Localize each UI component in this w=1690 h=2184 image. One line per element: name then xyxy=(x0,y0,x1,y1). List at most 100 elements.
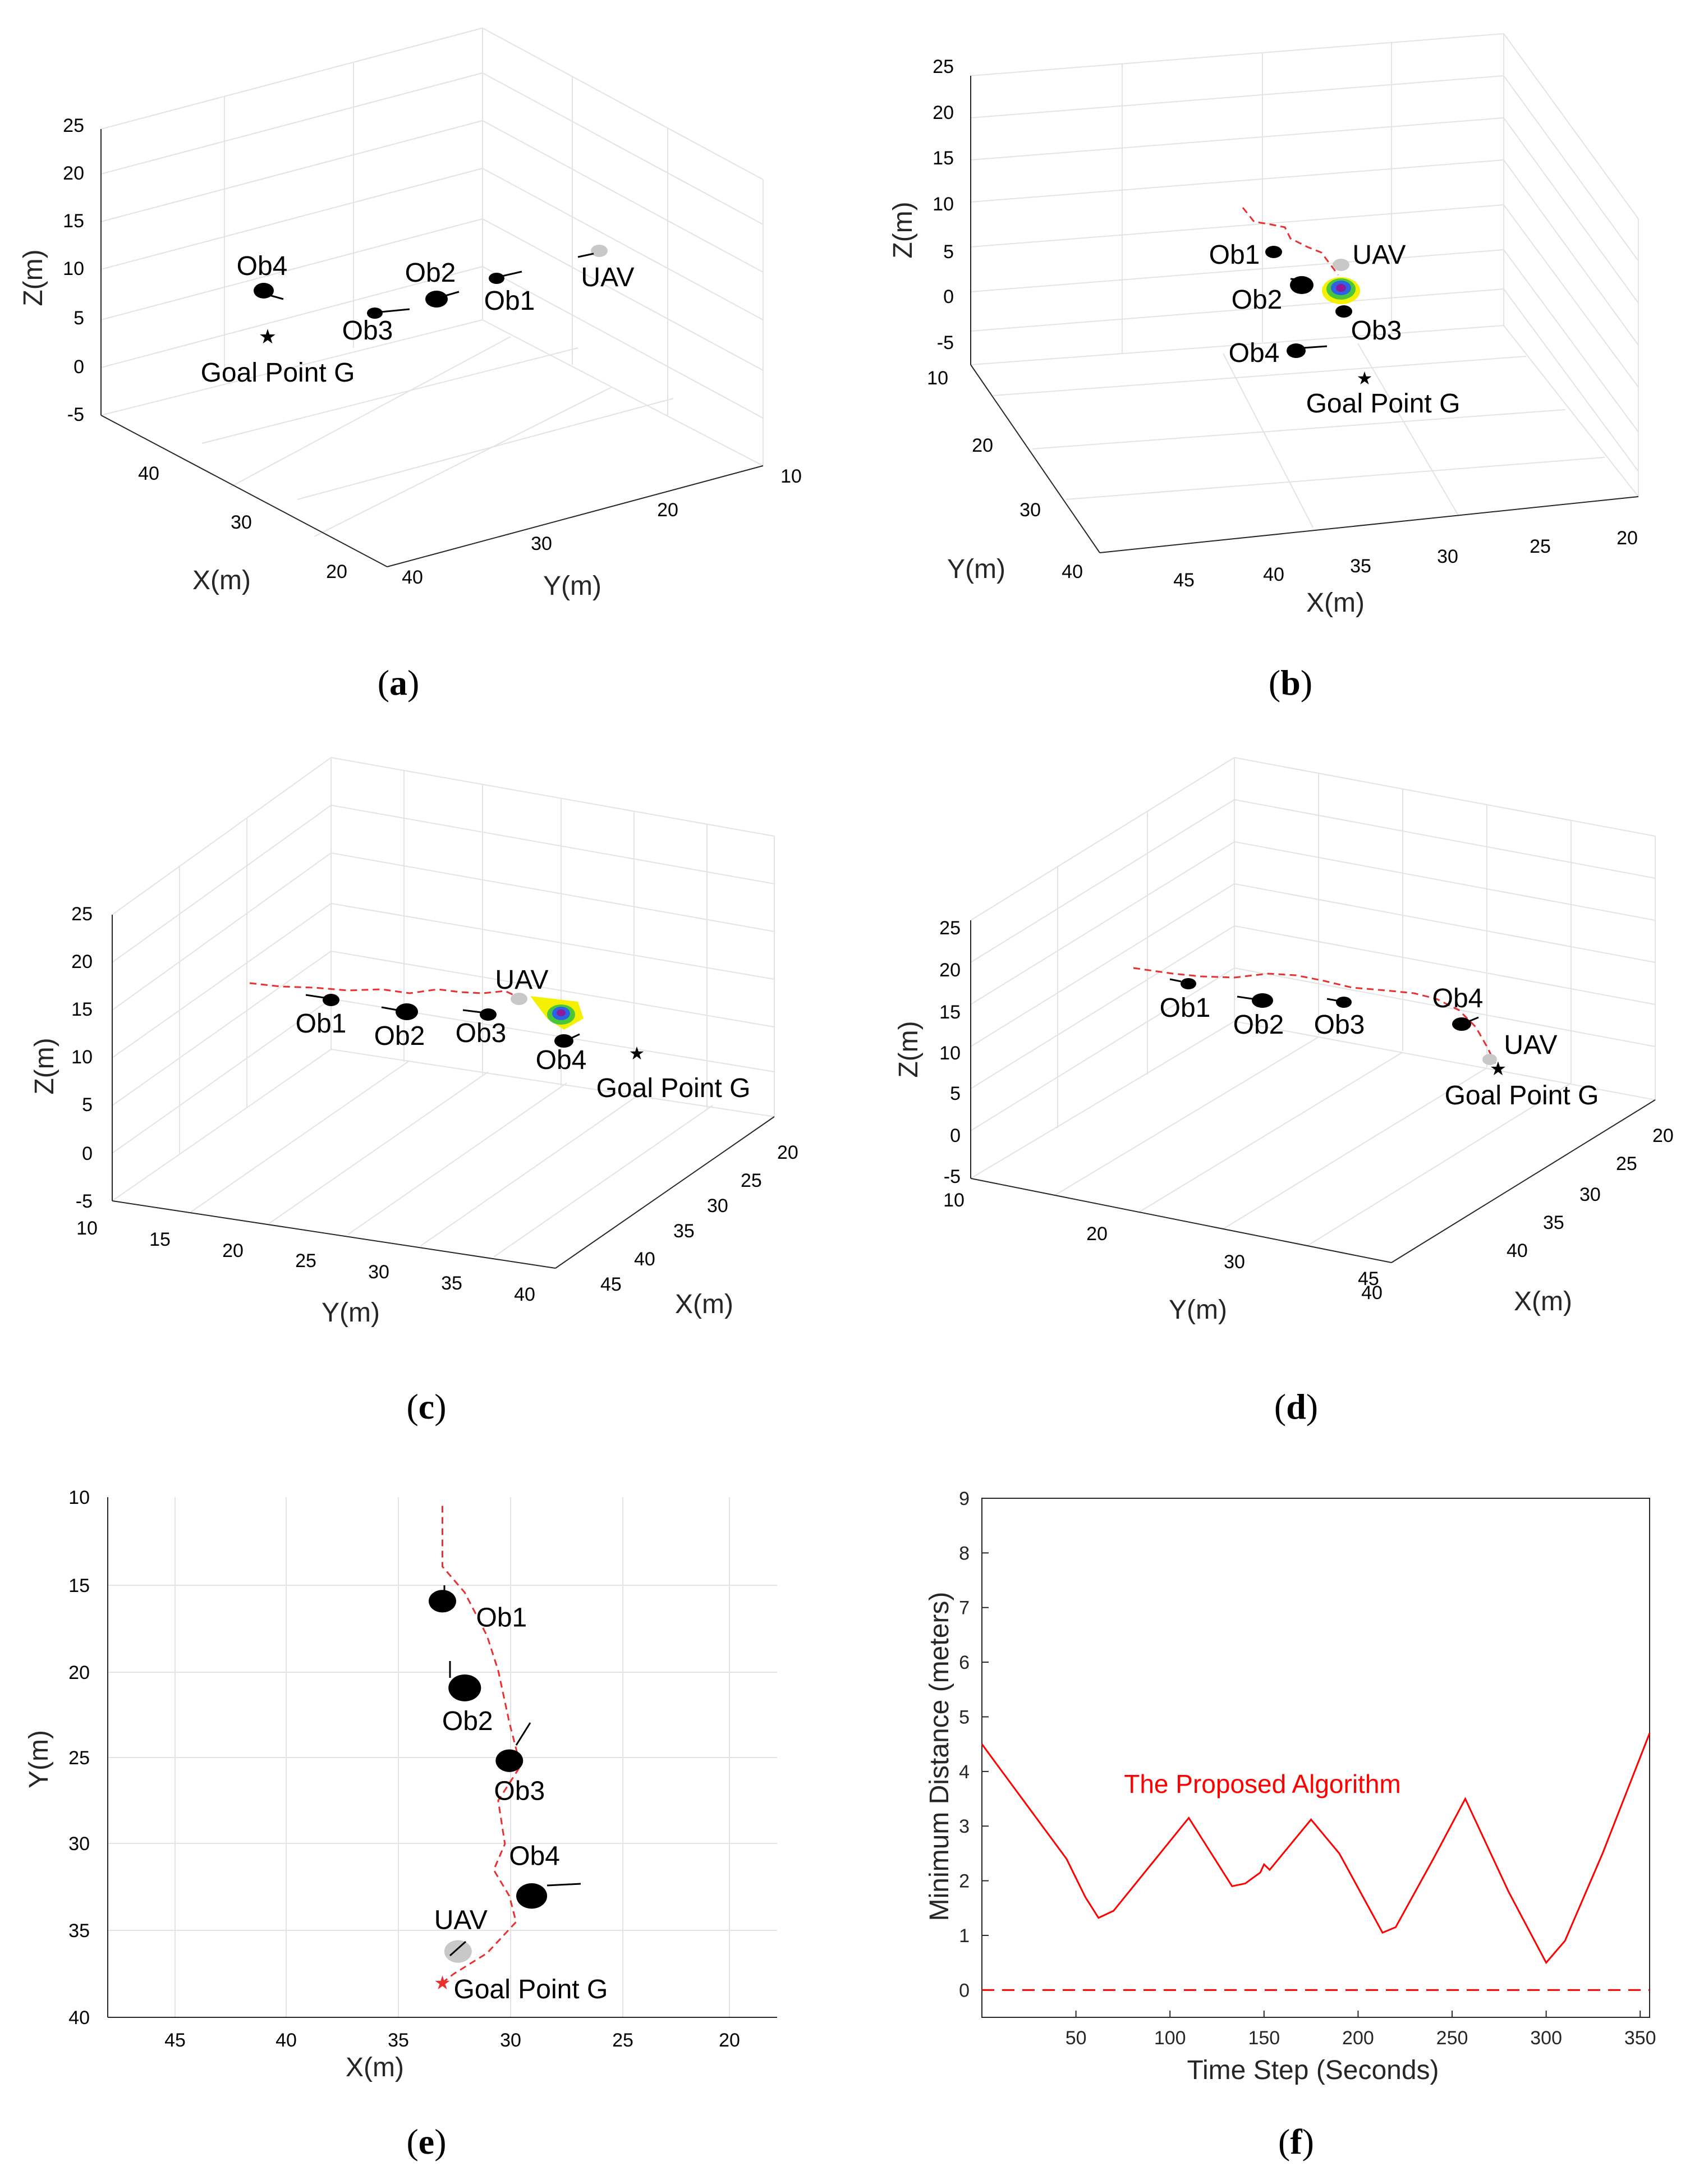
tick: 5 xyxy=(950,1083,961,1104)
tick: 15 xyxy=(68,1575,90,1596)
panel-e-y-ticks: 10 15 20 25 30 35 40 xyxy=(68,1487,90,2029)
ob3-label: Ob3 xyxy=(494,1777,545,1806)
panel-f-plot xyxy=(981,1733,1651,1991)
ob3-marker xyxy=(1335,305,1352,318)
ob4-label: Ob4 xyxy=(509,1842,560,1871)
y-tick-label: 4 xyxy=(959,1761,970,1783)
velocity-arrow xyxy=(1326,998,1337,1002)
tick: -5 xyxy=(944,1166,961,1187)
uav-label: UAV xyxy=(495,965,548,995)
tick: 25 xyxy=(63,115,84,136)
tick: 30 xyxy=(1579,1184,1601,1205)
velocity-arrow xyxy=(1169,978,1182,983)
goal-star: ★ xyxy=(259,325,277,348)
tick: 35 xyxy=(673,1221,695,1242)
goal-label: Goal Point G xyxy=(1445,1081,1599,1111)
ob2-marker xyxy=(425,291,448,308)
panel-d: 25 20 15 10 5 0 -5 20 25 30 35 40 45 10 … xyxy=(894,757,1674,1325)
tick: 40 xyxy=(68,2007,90,2029)
panel-d-axes xyxy=(970,920,1656,1263)
uav-label: UAV xyxy=(1504,1030,1557,1060)
ob1-marker xyxy=(489,273,504,284)
tick: 20 xyxy=(1086,1223,1108,1245)
tick: 30 xyxy=(500,2030,521,2051)
y-tick-label: 3 xyxy=(959,1816,970,1837)
tick: 30 xyxy=(531,533,552,554)
y-tick-label: 0 xyxy=(959,1980,970,2001)
panel-b-zlabel: Z(m) xyxy=(888,201,918,258)
tick: 20 xyxy=(657,499,678,521)
tick: 20 xyxy=(972,435,993,456)
tick: 10 xyxy=(927,368,948,389)
panel-b-xlabel: X(m) xyxy=(1306,588,1365,618)
ob3-label: Ob3 xyxy=(1314,1010,1365,1040)
panel-c-zlabel: Z(m) xyxy=(30,1038,59,1094)
panel-c-xlabel: X(m) xyxy=(675,1290,733,1319)
tick: 20 xyxy=(1652,1125,1674,1146)
panel-f-ticks: 50 100 150 200 250 300 350 0 1 2 3 4 5 6 7 8 9 xyxy=(959,1488,1656,2049)
panel-b: 25 20 15 10 5 0 -5 45 40 35 30 25 20 10 … xyxy=(888,33,1639,618)
caption-a: (a) xyxy=(377,663,420,703)
ob1-marker xyxy=(1181,978,1196,989)
tick: 20 xyxy=(326,561,347,582)
uav-label: UAV xyxy=(434,1906,488,1935)
panel-b-axes xyxy=(970,76,1639,553)
panel-f-frame xyxy=(981,1498,1650,2018)
tick: 20 xyxy=(68,1662,90,1683)
tick: 30 xyxy=(707,1195,728,1217)
panel-a-ylabel: Y(m) xyxy=(543,571,601,601)
prob-field-core xyxy=(557,1010,566,1016)
tick: 15 xyxy=(933,148,954,169)
caption-b: (b) xyxy=(1268,663,1313,703)
tick: 25 xyxy=(71,903,93,925)
panel-d-y-ticks: 10 20 30 40 xyxy=(943,1190,1383,1304)
caption-e: (e) xyxy=(406,2122,447,2162)
ob4-label: Ob4 xyxy=(237,251,288,281)
panel-d-ylabel: Y(m) xyxy=(1169,1295,1227,1325)
tick: 35 xyxy=(1543,1212,1564,1233)
panel-d-zlabel: Z(m) xyxy=(894,1021,924,1077)
uav-marker xyxy=(1333,259,1349,271)
ob2-label: Ob2 xyxy=(1232,285,1283,315)
tick: 40 xyxy=(1062,561,1083,582)
tick: 40 xyxy=(1507,1240,1528,1261)
tick: 25 xyxy=(741,1170,762,1191)
panel-e-ylabel: Y(m) xyxy=(24,1730,54,1788)
uav-marker xyxy=(1482,1054,1497,1065)
panel-a-grid xyxy=(100,27,764,537)
ob4-marker xyxy=(1287,343,1306,358)
panel-b-y-ticks: 10 20 30 40 xyxy=(927,368,1083,582)
velocity-arrow xyxy=(515,1722,531,1746)
goal-star: ★ xyxy=(434,1972,451,1994)
x-tick-label: 350 xyxy=(1624,2027,1656,2049)
panel-c-axes xyxy=(112,915,775,1269)
ob3-label: Ob3 xyxy=(342,316,393,346)
tick: 10 xyxy=(63,258,84,279)
velocity-arrow xyxy=(547,1883,581,1887)
y-tick-label: 7 xyxy=(959,1598,970,1619)
x-tick-label: 250 xyxy=(1436,2027,1468,2049)
tick: 20 xyxy=(933,102,954,123)
panel-c-ylabel: Y(m) xyxy=(322,1298,380,1328)
tick: 25 xyxy=(933,56,954,77)
tick: 10 xyxy=(76,1218,98,1239)
velocity-arrow xyxy=(502,270,522,277)
ob1-marker xyxy=(1265,246,1282,258)
panel-a-y-ticks: 10 20 30 40 xyxy=(402,466,802,588)
panel-f: 50 100 150 200 250 300 350 0 1 2 3 4 5 6 7 8 9 Minimum D… xyxy=(925,1488,1656,2085)
tick: 40 xyxy=(138,463,159,484)
tick: 40 xyxy=(514,1284,535,1305)
tick: 20 xyxy=(71,951,93,972)
tick: -5 xyxy=(76,1191,93,1212)
x-tick-label: 100 xyxy=(1154,2027,1186,2049)
tick: 0 xyxy=(943,286,954,308)
velocity-arrow xyxy=(449,1940,466,1957)
y-tick-label: 8 xyxy=(959,1543,970,1564)
panel-e-axes xyxy=(107,1497,777,2018)
ob3-label: Ob3 xyxy=(1351,316,1402,346)
x-tick-label: 50 xyxy=(1066,2027,1087,2049)
uav-path xyxy=(1133,967,1496,1064)
tick: 40 xyxy=(275,2030,297,2051)
panel-f-xlabel: Time Step (Seconds) xyxy=(1187,2055,1439,2085)
